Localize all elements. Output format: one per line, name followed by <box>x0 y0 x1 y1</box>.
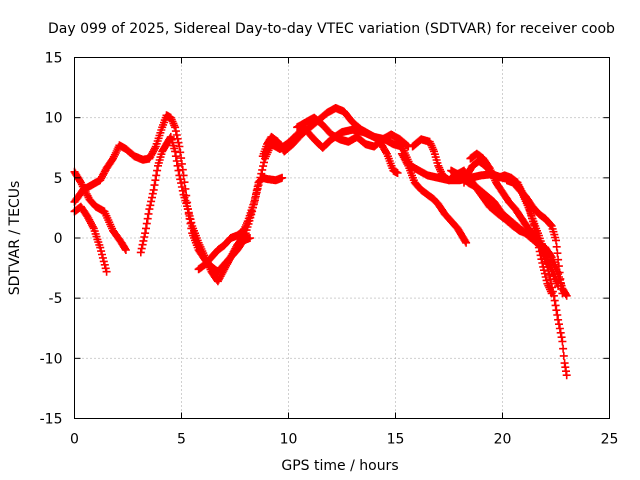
series-track-h <box>397 149 471 247</box>
plus-markers <box>136 132 254 286</box>
y-tick-label: 5 <box>54 171 63 187</box>
y-tick-label: 15 <box>45 51 63 67</box>
y-axis-label: SDTVAR / TECUs <box>7 181 23 296</box>
data-points <box>70 104 571 380</box>
grid-lines <box>74 57 610 419</box>
x-tick-label: 25 <box>601 432 619 448</box>
x-tick-label: 10 <box>280 432 298 448</box>
series-track-f <box>258 104 402 177</box>
y-tick-label: -5 <box>49 291 63 307</box>
y-tick-label: -15 <box>40 412 63 428</box>
axis-ticks <box>74 57 610 419</box>
y-tick-label: 0 <box>54 231 63 247</box>
plus-markers <box>502 176 567 298</box>
series-track-d <box>136 132 254 286</box>
y-tick-label: -10 <box>40 351 63 367</box>
series-track-m <box>502 176 567 298</box>
plus-markers <box>194 173 287 274</box>
chart-title: Day 099 of 2025, Sidereal Day-to-day VTE… <box>48 21 615 37</box>
x-tick-label: 0 <box>70 432 79 448</box>
plus-markers <box>293 113 413 151</box>
plus-markers <box>258 104 402 177</box>
series-track-g <box>293 113 413 151</box>
y-tick-labels: -15 -10 -5 0 5 10 15 <box>40 51 63 428</box>
plus-markers <box>397 149 471 247</box>
x-tick-label: 5 <box>177 432 186 448</box>
x-tick-label: 20 <box>494 432 512 448</box>
x-tick-label: 15 <box>387 432 405 448</box>
y-tick-label: 10 <box>45 111 63 127</box>
series-track-e <box>194 173 287 274</box>
x-axis-label: GPS time / hours <box>281 458 398 474</box>
x-tick-labels: 0 5 10 15 20 25 <box>70 432 618 448</box>
